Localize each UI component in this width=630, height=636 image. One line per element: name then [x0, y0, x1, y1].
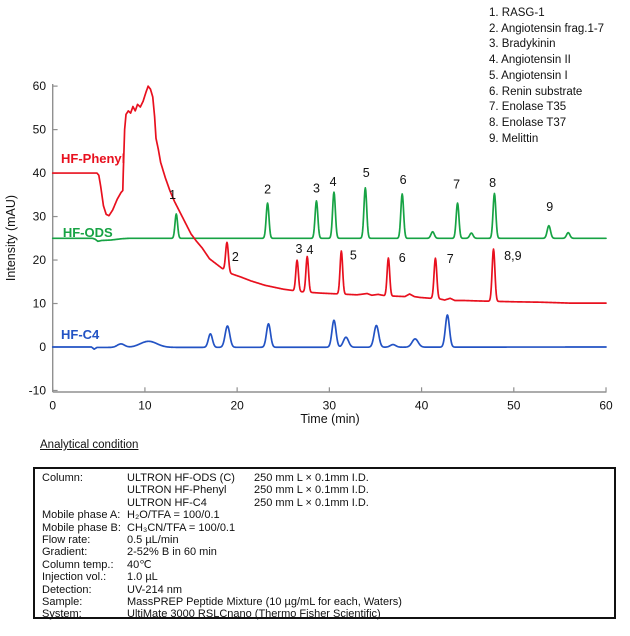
y-tick-label: 40 [33, 166, 47, 180]
peak-number-label: 4 [307, 243, 314, 257]
condition-value: ULTRON HF-ODS (C) [127, 472, 235, 484]
condition-value: MassPREP Peptide Mixture (10 µg/mL for e… [127, 596, 402, 609]
condition-value-2: 250 mm L × 0.1mm I.D. [254, 472, 369, 484]
x-tick-label: 60 [599, 399, 613, 413]
y-tick-label: 30 [33, 210, 47, 224]
condition-label: Mobile phase B: [42, 521, 121, 534]
legend-item: 1. RASG-1 [489, 7, 545, 19]
y-tick-label: 0 [39, 340, 46, 354]
peak-number-label: 2 [232, 250, 239, 264]
x-tick-label: 20 [230, 399, 244, 413]
condition-value: ULTRON HF-C4 [127, 496, 207, 509]
legend-item: 6. Renin substrate [489, 85, 583, 98]
y-tick-label: 20 [33, 253, 47, 267]
trace-label-hf-ods: HF-ODS [63, 225, 113, 240]
condition-value: 40℃ [127, 558, 152, 571]
x-axis-title: Time (min) [300, 412, 359, 426]
analytical-condition-table: Column: ULTRON HF-ODS (C) 250 mm L × 0.1mm… [33, 467, 616, 620]
condition-label: Injection vol.: [42, 571, 107, 584]
trace-hf-c4 [51, 314, 607, 351]
peak-number-label: 5 [350, 248, 357, 262]
legend-item: 8. Enolase T37 [489, 116, 567, 129]
trace-hf-phenyl [51, 85, 607, 304]
condition-row: Mobile phase A: H₂O/TFA = 100/0.1 [42, 509, 610, 521]
condition-row: Detection: UV-214 nm [42, 584, 610, 596]
condition-value: H₂O/TFA = 100/0.1 [127, 509, 220, 522]
condition-value: 0.5 µL/min [127, 534, 179, 547]
condition-value: ULTRON HF-Phenyl [127, 484, 227, 497]
condition-row: System: UltiMate 3000 RSLCnano (Thermo Fi… [42, 608, 610, 620]
condition-row: ULTRON HF-Phenyl 250 mm L × 0.1mm I.D. [42, 484, 610, 496]
condition-row: Mobile phase B: CH₃CN/TFA = 100/0.1 [42, 522, 610, 534]
peak-number-label: 3 [313, 182, 320, 196]
peak-legend: 1. RASG-1 2. Angiotensin frag.1-7 3. Brady… [489, 6, 604, 147]
condition-row: Injection vol.: 1.0 µL [42, 571, 610, 583]
y-tick-label: -10 [29, 383, 47, 397]
condition-value: 1.0 µL [127, 571, 158, 584]
peak-number-label: 6 [400, 173, 407, 187]
condition-value: 2-52% B in 60 min [127, 546, 217, 559]
legend-item: 7. Enolase T35 [489, 101, 567, 114]
trace-hf-ods [51, 187, 607, 243]
condition-label: Gradient: [42, 546, 88, 559]
condition-value: CH₃CN/TFA = 100/0.1 [127, 521, 236, 534]
condition-label: Column temp.: [42, 558, 114, 571]
condition-row: ULTRON HF-C4 250 mm L × 0.1mm I.D. [42, 497, 610, 509]
condition-label: System: [42, 608, 82, 621]
condition-value: UV-214 nm [127, 583, 183, 596]
peak-number-label: 7 [453, 177, 460, 191]
x-tick-label: 40 [415, 399, 429, 413]
condition-value-2: 250 mm L × 0.1mm I.D. [254, 484, 369, 497]
trace-label-hf-phenyl: HF-Phenyl [61, 151, 125, 166]
condition-value-2: 250 mm L × 0.1mm I.D. [254, 496, 369, 509]
analytical-condition-heading: Analytical condition [40, 439, 139, 451]
peak-number-label: 5 [363, 166, 370, 180]
condition-label: Detection: [42, 583, 92, 596]
condition-row: Flow rate: 0.5 µL/min [42, 534, 610, 546]
peak-number-label: 3 [295, 242, 302, 256]
peak-number-label: 1 [169, 188, 176, 202]
condition-label: Column: [42, 472, 83, 484]
legend-item: 9. Melittin [489, 132, 539, 145]
y-tick-label: 50 [33, 123, 47, 137]
y-axis-title: Intensity (mAU) [4, 195, 18, 281]
condition-row: Gradient: 2-52% B in 60 min [42, 546, 610, 558]
peak-number-label: 6 [399, 251, 406, 265]
x-tick-label: 0 [49, 399, 56, 413]
condition-row: Column temp.: 40℃ [42, 559, 610, 571]
y-tick-label: 10 [33, 297, 47, 311]
peak-number-label: 2 [264, 183, 271, 197]
peak-number-label: 7 [447, 252, 454, 266]
condition-label: Mobile phase A: [42, 509, 121, 522]
peak-number-label: 8 [489, 176, 496, 190]
condition-label: Sample: [42, 596, 83, 609]
y-tick-label: 60 [33, 79, 47, 93]
condition-label [42, 497, 127, 509]
peak-number-label: 8,9 [504, 249, 521, 263]
condition-label [42, 484, 127, 496]
trace-label-hf-c4: HF-C4 [61, 327, 100, 342]
legend-item: 3. Bradykinin [489, 38, 556, 51]
condition-row: Column: ULTRON HF-ODS (C) 250 mm L × 0.1mm… [42, 472, 610, 484]
x-tick-label: 30 [323, 399, 337, 413]
legend-item: 5. Angiotensin I [489, 69, 568, 82]
condition-row: Sample: MassPREP Peptide Mixture (10 µg/m… [42, 596, 610, 608]
peak-number-label: 4 [330, 175, 337, 189]
legend-item: 2. Angiotensin frag.1-7 [489, 22, 605, 35]
x-tick-label: 10 [138, 399, 152, 413]
chromatogram-chart: -10 0 10 20 30 40 50 60 0 10 20 30 40 50 60 Intensity (… [4, 6, 613, 426]
condition-label: Flow rate: [42, 534, 91, 547]
condition-value: UltiMate 3000 RSLCnano (Thermo Fisher Sc… [127, 608, 381, 621]
peak-number-label: 9 [546, 200, 553, 214]
x-tick-label: 50 [507, 399, 521, 413]
legend-item: 4. Angiotensin II [489, 54, 571, 67]
